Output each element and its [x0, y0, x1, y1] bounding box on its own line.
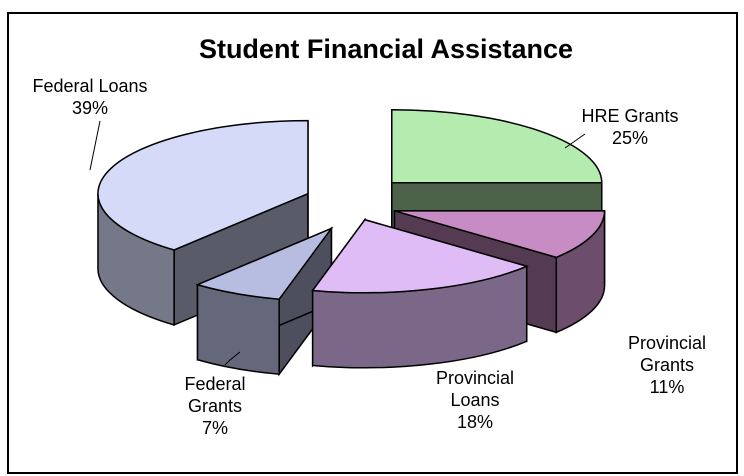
label-federal-loans: Federal Loans 39%	[25, 75, 155, 119]
leader-line-federal-grants	[224, 351, 241, 366]
label-provincial-loans-percent: 18%	[456, 412, 494, 432]
leader-line-hre-grants	[564, 133, 586, 149]
label-provincial-grants-name-1: Provincial	[627, 333, 707, 353]
label-hre-grants: HRE Grants 25%	[570, 105, 690, 149]
slice-top-federal-loans	[97, 119, 309, 251]
label-provincial-loans-name-1: Provincial	[435, 368, 515, 388]
label-federal-grants-name-2: Grants	[187, 396, 243, 416]
label-federal-loans-name: Federal Loans	[32, 76, 148, 96]
label-provincial-grants-name-2: Grants	[639, 355, 695, 375]
leader-line-federal-loans	[89, 120, 101, 171]
label-hre-grants-name: HRE Grants	[581, 106, 679, 126]
slice-top-hre-grants	[391, 109, 603, 184]
label-hre-grants-percent: 25%	[611, 128, 649, 148]
slice-top-provincial-grants	[394, 210, 606, 259]
label-federal-grants-name-1: Federal	[184, 374, 246, 394]
slice-top-federal-grants	[195, 226, 334, 300]
label-provincial-loans: Provincial Loans 18%	[420, 367, 530, 433]
slice-provincial-loans	[311, 217, 529, 369]
slice-federal-grants	[195, 226, 334, 377]
chart-title: Student Financial Assistance	[198, 34, 574, 64]
label-provincial-grants-percent: 11%	[649, 377, 685, 397]
label-federal-loans-percent: 39%	[71, 98, 109, 118]
label-provincial-loans-name-2: Loans	[450, 390, 500, 410]
label-federal-grants: Federal Grants 7%	[165, 373, 265, 439]
label-federal-grants-percent: 7%	[201, 418, 228, 438]
slice-top-provincial-loans	[311, 218, 529, 294]
label-provincial-grants: Provincial Grants 11%	[612, 332, 722, 398]
